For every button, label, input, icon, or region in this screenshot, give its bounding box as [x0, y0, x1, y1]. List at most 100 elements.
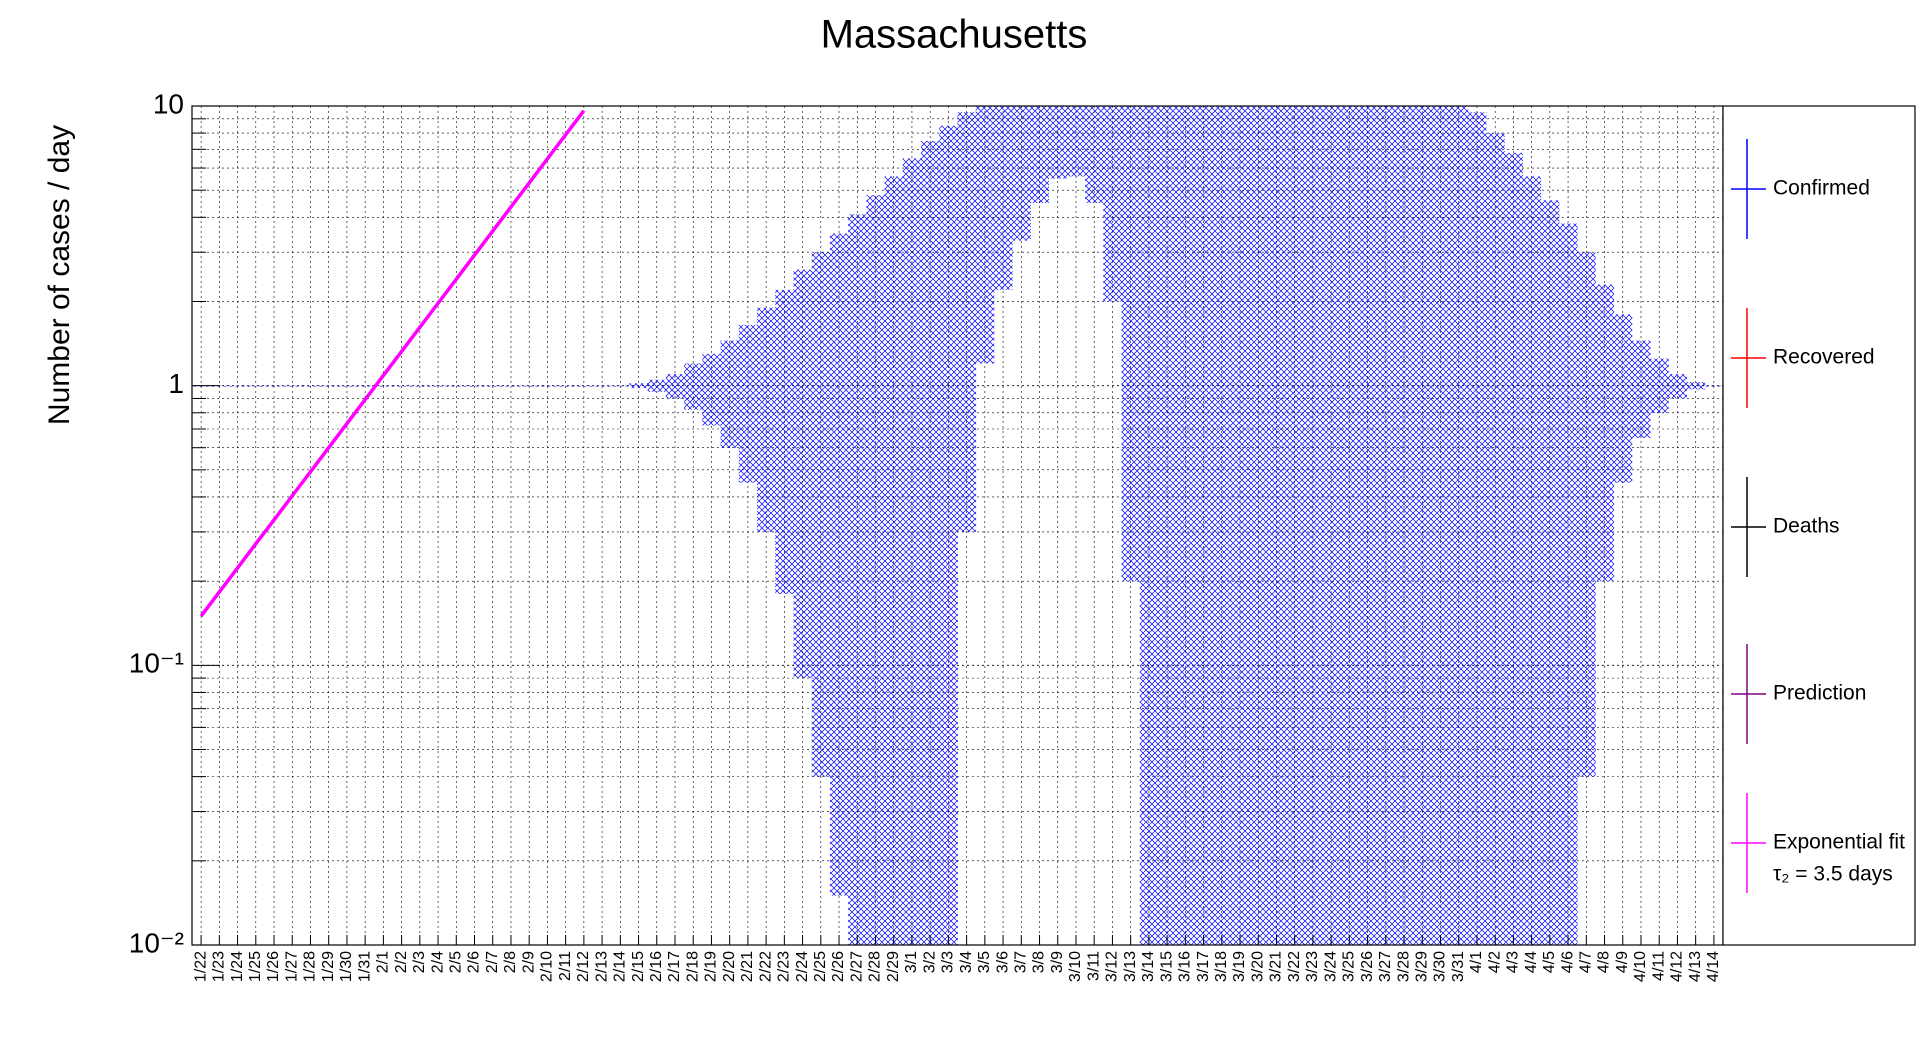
error-band [1376, 106, 1396, 945]
legend-label: Deaths [1773, 515, 1840, 538]
x-tick-label: 2/7 [484, 951, 501, 973]
x-tick-label: 3/16 [1177, 951, 1194, 982]
error-band [1139, 106, 1159, 945]
x-tick-label: 2/28 [867, 951, 884, 982]
x-tick-label: 3/22 [1286, 951, 1303, 982]
error-band [1613, 314, 1633, 483]
x-tick-label: 2/19 [703, 951, 720, 982]
x-tick-label: 3/11 [1085, 951, 1102, 981]
y-axis-label: Number of cases / day [43, 125, 76, 425]
x-tick-label: 1/24 [229, 951, 246, 982]
x-tick-label: 3/31 [1450, 951, 1467, 982]
error-band [1413, 106, 1432, 945]
x-tick-label: 1/30 [338, 951, 355, 982]
x-tick-label: 3/28 [1395, 951, 1412, 982]
error-band [1066, 106, 1086, 177]
error-band [1358, 106, 1378, 945]
x-tick-label: 4/9 [1614, 951, 1631, 973]
x-tick-label: 2/29 [885, 951, 902, 982]
x-tick-label: 3/12 [1104, 951, 1121, 982]
x-tick-label: 4/10 [1632, 951, 1649, 982]
error-band [902, 158, 922, 945]
error-band [1267, 106, 1286, 945]
x-tick-label: 2/12 [575, 951, 592, 982]
x-tick-label: 4/8 [1596, 951, 1613, 973]
error-band [574, 385, 594, 387]
error-band [1558, 223, 1578, 945]
error-band [1431, 106, 1451, 945]
x-tick-label: 4/6 [1559, 951, 1576, 973]
error-band [483, 385, 503, 387]
error-band [592, 385, 612, 387]
error-band [1467, 112, 1487, 945]
x-tick-label: 1/28 [302, 951, 319, 982]
x-tick-label: 3/1 [903, 951, 920, 973]
error-band [301, 385, 320, 387]
error-band [356, 385, 375, 387]
error-band [1194, 106, 1214, 945]
x-tick-label: 2/20 [721, 951, 738, 982]
x-tick-label: 3/25 [1341, 951, 1358, 982]
x-tick-label: 2/6 [466, 951, 483, 973]
x-tick-label: 3/8 [1031, 951, 1048, 973]
x-tick-label: 3/4 [958, 951, 975, 973]
x-tick-label: 4/5 [1541, 951, 1558, 973]
error-band [1340, 106, 1359, 945]
y-tick-label: 10 [153, 88, 184, 119]
x-tick-label: 3/19 [1231, 951, 1248, 982]
error-band [1048, 106, 1068, 179]
x-tick-label: 2/16 [648, 951, 665, 982]
x-tick-label: 3/3 [940, 951, 957, 973]
error-band [811, 252, 831, 777]
error-band [1668, 374, 1687, 399]
error-band [957, 112, 977, 532]
x-tick-label: 1/27 [283, 951, 300, 982]
legend-label: Recovered [1773, 346, 1875, 369]
x-tick-label: 2/27 [848, 951, 865, 982]
x-tick-label: 2/24 [794, 951, 811, 982]
error-band [884, 176, 904, 945]
x-tick-label: 3/13 [1122, 951, 1139, 982]
x-tick-label: 2/14 [612, 951, 629, 982]
x-tick-label: 1/22 [192, 951, 209, 982]
error-band [337, 385, 357, 387]
x-tick-label: 4/1 [1468, 951, 1485, 973]
x-tick-label: 3/15 [1158, 951, 1175, 982]
x-tick-label: 1/23 [211, 951, 228, 982]
x-tick-label: 1/26 [265, 951, 282, 982]
error-band [1577, 252, 1596, 777]
x-tick-label: 3/18 [1213, 951, 1230, 982]
error-band [501, 385, 521, 387]
error-band [1230, 106, 1250, 945]
error-band [1631, 340, 1651, 438]
y-tick-label: 1 [168, 368, 184, 399]
x-tick-label: 4/14 [1705, 951, 1722, 982]
error-band [538, 385, 557, 387]
error-band [702, 353, 721, 426]
error-band [1540, 200, 1560, 945]
error-band [264, 385, 284, 387]
error-band [1322, 106, 1341, 945]
error-band [1686, 382, 1706, 390]
error-band [829, 233, 849, 896]
error-band [319, 385, 339, 387]
y-tick-label: 10⁻² [129, 927, 184, 958]
x-tick-label: 2/4 [429, 951, 446, 973]
error-band [428, 385, 448, 387]
error-band [447, 385, 466, 387]
error-band [1303, 106, 1323, 945]
x-tick-label: 2/10 [539, 951, 556, 982]
error-band [465, 385, 485, 387]
legend-label: Exponential fit [1773, 831, 1905, 854]
error-band [975, 106, 995, 364]
x-tick-label: 2/9 [520, 951, 537, 973]
error-band [228, 385, 248, 387]
error-band [1595, 284, 1615, 582]
x-tick-label: 3/23 [1304, 951, 1321, 982]
error-band [556, 385, 576, 387]
error-band [392, 385, 412, 387]
error-band [866, 195, 885, 945]
error-band [738, 324, 758, 483]
